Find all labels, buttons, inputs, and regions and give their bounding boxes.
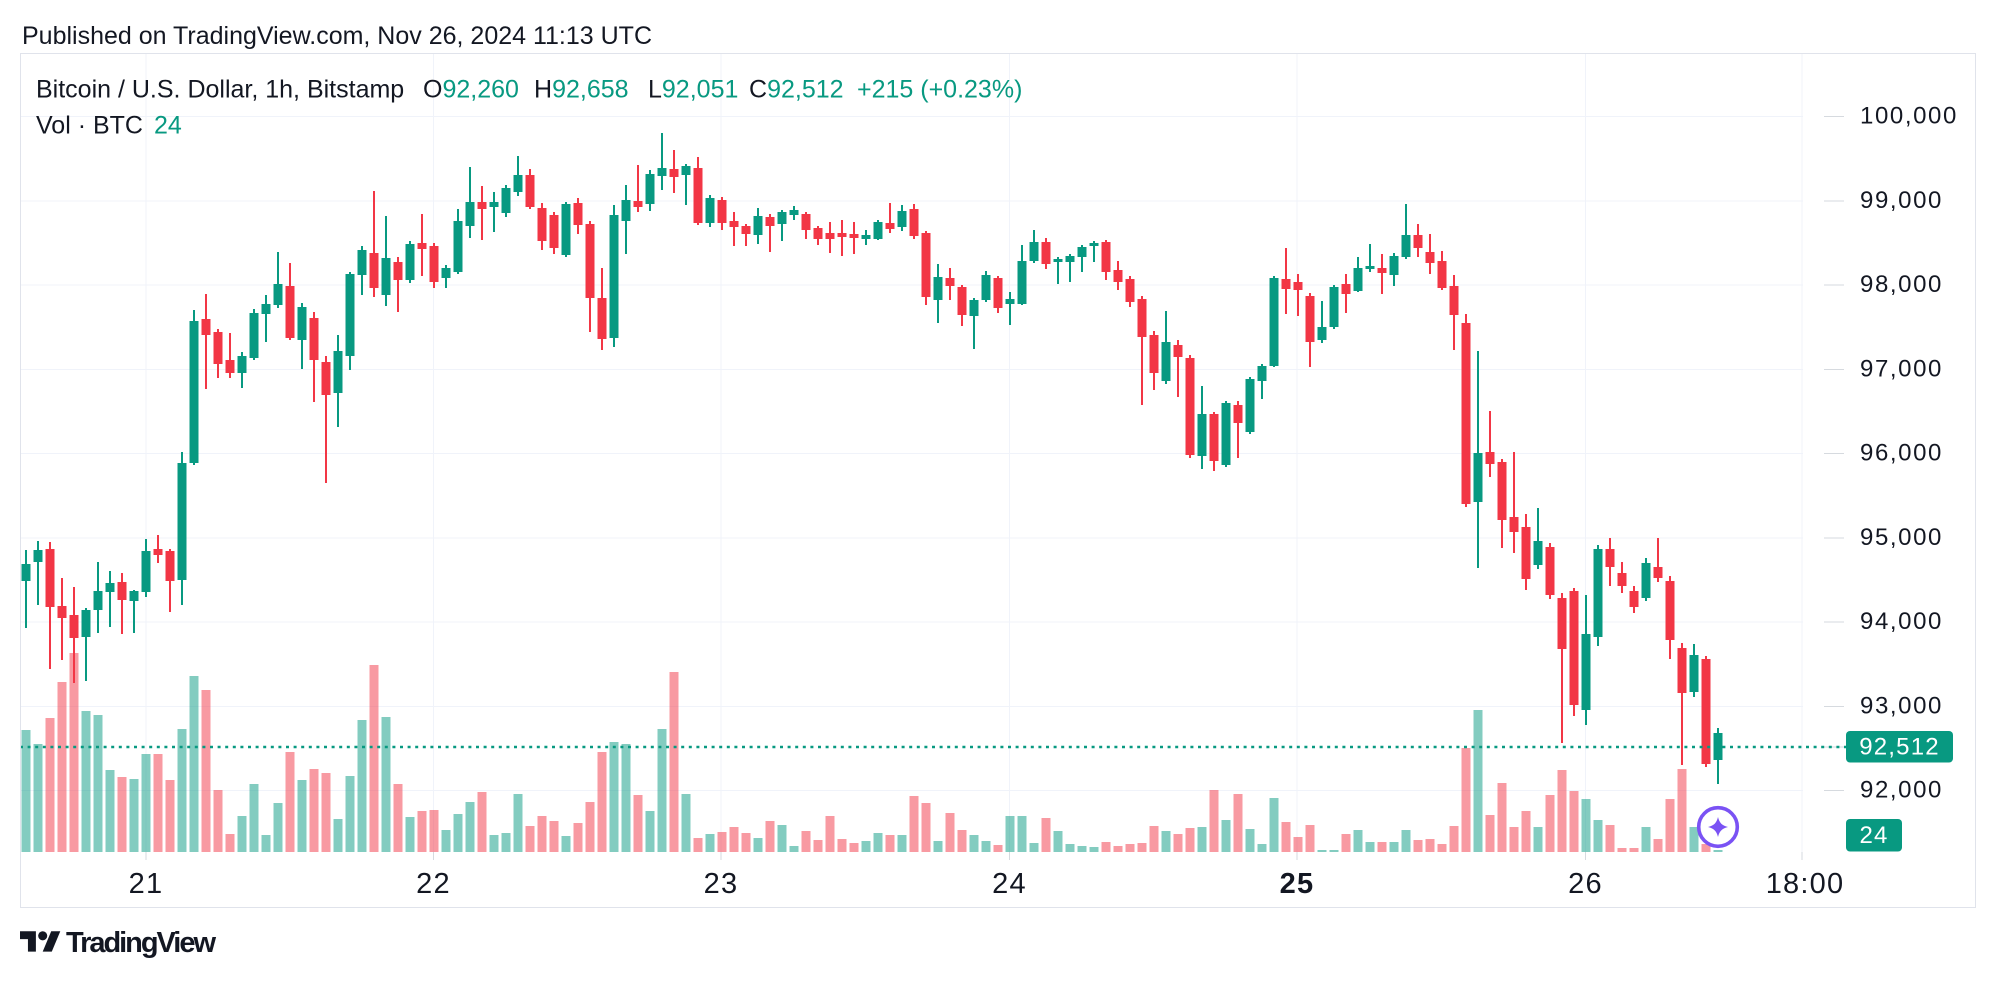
- svg-text:25: 25: [1280, 868, 1315, 900]
- svg-text:93,000: 93,000: [1860, 692, 1943, 719]
- svg-text:21: 21: [129, 868, 164, 900]
- svg-text:L92,051: L92,051: [648, 76, 738, 104]
- svg-text:H92,658: H92,658: [534, 76, 629, 104]
- svg-text:+215 (+0.23%): +215 (+0.23%): [857, 76, 1022, 104]
- svg-text:26: 26: [1568, 868, 1603, 900]
- svg-text:TradingView: TradingView: [66, 927, 216, 959]
- svg-text:18:00: 18:00: [1766, 868, 1845, 900]
- svg-text:Published on TradingView.com,: Published on TradingView.com, Nov 26, 20…: [22, 22, 652, 50]
- svg-text:24: 24: [154, 112, 182, 140]
- svg-text:92,512: 92,512: [1859, 734, 1940, 761]
- svg-text:24: 24: [992, 868, 1027, 900]
- svg-text:22: 22: [416, 868, 451, 900]
- svg-text:95,000: 95,000: [1860, 524, 1943, 551]
- svg-text:23: 23: [704, 868, 739, 900]
- svg-text:O92,260: O92,260: [423, 76, 519, 104]
- svg-text:96,000: 96,000: [1860, 440, 1943, 467]
- svg-text:100,000: 100,000: [1860, 103, 1958, 130]
- svg-text:97,000: 97,000: [1860, 355, 1943, 382]
- svg-text:C92,512: C92,512: [749, 76, 844, 104]
- svg-text:99,000: 99,000: [1860, 187, 1943, 214]
- svg-text:24: 24: [1859, 822, 1888, 849]
- svg-text:Vol · BTC: Vol · BTC: [36, 112, 143, 140]
- svg-text:92,000: 92,000: [1860, 777, 1943, 804]
- svg-text:94,000: 94,000: [1860, 608, 1943, 635]
- svg-text:98,000: 98,000: [1860, 271, 1943, 298]
- svg-text:Bitcoin / U.S. Dollar, 1h, Bit: Bitcoin / U.S. Dollar, 1h, Bitstamp: [36, 76, 404, 104]
